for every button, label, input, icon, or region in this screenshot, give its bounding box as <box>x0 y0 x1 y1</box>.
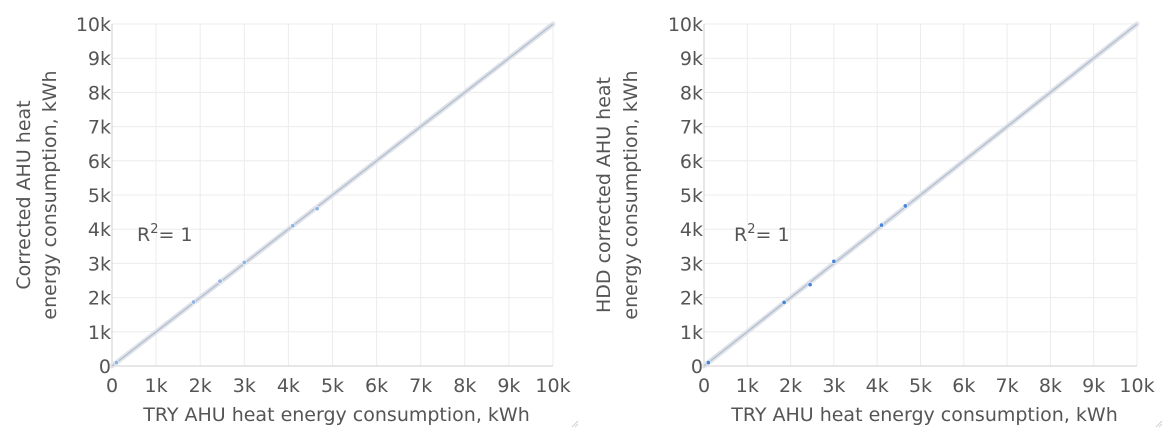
y-tick-label: 9k <box>88 48 111 70</box>
fit-line <box>111 23 554 367</box>
data-point[interactable] <box>807 282 813 288</box>
x-tick-label: 7k <box>409 375 432 397</box>
y-tick-label: 9k <box>680 48 703 70</box>
y-tick-label: 5k <box>680 185 703 207</box>
data-point[interactable] <box>705 360 711 366</box>
x-tick-label: 6k <box>365 375 388 397</box>
y-axis-title-line: energy consumption, kWh <box>620 70 642 319</box>
data-point[interactable] <box>831 258 837 264</box>
y-tick-label: 6k <box>680 151 703 173</box>
r-squared-annotation: R2= 1 <box>137 222 193 246</box>
data-point[interactable] <box>902 203 908 209</box>
data-point[interactable] <box>314 206 320 212</box>
x-tick-label: 10k <box>1119 375 1154 397</box>
y-tick-label: 3k <box>680 253 703 275</box>
x-tick-label: 2k <box>779 375 802 397</box>
x-tick-label: 0 <box>106 375 118 397</box>
y-tick-label: 0 <box>691 356 703 378</box>
y-tick-label: 10k <box>668 14 703 36</box>
x-tick-label: 7k <box>996 375 1019 397</box>
chart-right: 0 1k 2k 3k 4k 5k 6k 7k 8k 9k 10k 0 1k 2k 3k 4k 5k 6k 7k 8k 9… <box>584 0 1168 428</box>
x-tick-label: 2k <box>189 375 212 397</box>
y-tick-label: 6k <box>88 151 111 173</box>
data-point[interactable] <box>113 360 119 366</box>
x-axis-title: TRY AHU heat energy consumption, kWh <box>142 404 530 426</box>
data-point[interactable] <box>191 299 197 305</box>
x-tick-label: 8k <box>453 375 476 397</box>
x-tick-label: 6k <box>952 375 975 397</box>
x-tick-label: 4k <box>277 375 300 397</box>
y-tick-label: 3k <box>88 253 111 275</box>
y-tick-label: 8k <box>680 82 703 104</box>
y-tick-label: 4k <box>680 219 703 241</box>
x-tick-label: 1k <box>145 375 168 397</box>
y-tick-label: 4k <box>88 219 111 241</box>
y-tick-label: 7k <box>88 117 111 139</box>
y-tick-label: 10k <box>76 14 111 36</box>
x-tick-label: 3k <box>233 375 256 397</box>
data-point[interactable] <box>217 278 223 284</box>
x-tick-label: 0 <box>698 375 710 397</box>
y-tick-label: 7k <box>680 117 703 139</box>
x-axis-title: TRY AHU heat energy consumption, kWh <box>730 404 1118 426</box>
data-point[interactable] <box>781 299 787 305</box>
y-axis-title-line: energy consumption, kWh <box>39 70 61 319</box>
r-squared-annotation: R2= 1 <box>734 222 790 246</box>
chart-svg: 0 1k 2k 3k 4k 5k 6k 7k 8k 9k 10k 0 1k 2k 3k 4k 5k 6k 7k 8k 9… <box>13 14 579 428</box>
data-point[interactable] <box>241 259 247 265</box>
x-tick-label: 5k <box>321 375 344 397</box>
resize-grip-icon[interactable] <box>1155 420 1163 428</box>
y-tick-label: 2k <box>88 288 111 310</box>
x-tick-label: 3k <box>822 375 845 397</box>
x-tick-label: 1k <box>736 375 759 397</box>
x-tick-label: 4k <box>866 375 889 397</box>
y-tick-label: 1k <box>88 322 111 344</box>
x-tick-label: 5k <box>909 375 932 397</box>
y-tick-label: 0 <box>99 356 111 378</box>
data-point[interactable] <box>879 222 885 228</box>
y-axis-title-line: HDD corrected AHU heat <box>593 77 615 313</box>
y-tick-label: 8k <box>88 82 111 104</box>
chart-svg: 0 1k 2k 3k 4k 5k 6k 7k 8k 9k 10k 0 1k 2k 3k 4k 5k 6k 7k 8k 9… <box>593 14 1163 428</box>
fit-line <box>703 23 1138 367</box>
x-tick-label: 9k <box>497 375 520 397</box>
y-tick-label: 1k <box>680 322 703 344</box>
data-point[interactable] <box>290 223 296 229</box>
x-tick-label: 10k <box>535 375 570 397</box>
chart-left: 0 1k 2k 3k 4k 5k 6k 7k 8k 9k 10k 0 1k 2k 3k 4k 5k 6k 7k 8k 9… <box>13 14 579 428</box>
y-tick-label: 5k <box>88 185 111 207</box>
x-tick-label: 8k <box>1039 375 1062 397</box>
x-tick-label: 9k <box>1082 375 1105 397</box>
y-tick-label: 2k <box>680 288 703 310</box>
resize-grip-icon[interactable] <box>571 420 579 428</box>
y-axis-title-line: Corrected AHU heat <box>13 100 35 289</box>
